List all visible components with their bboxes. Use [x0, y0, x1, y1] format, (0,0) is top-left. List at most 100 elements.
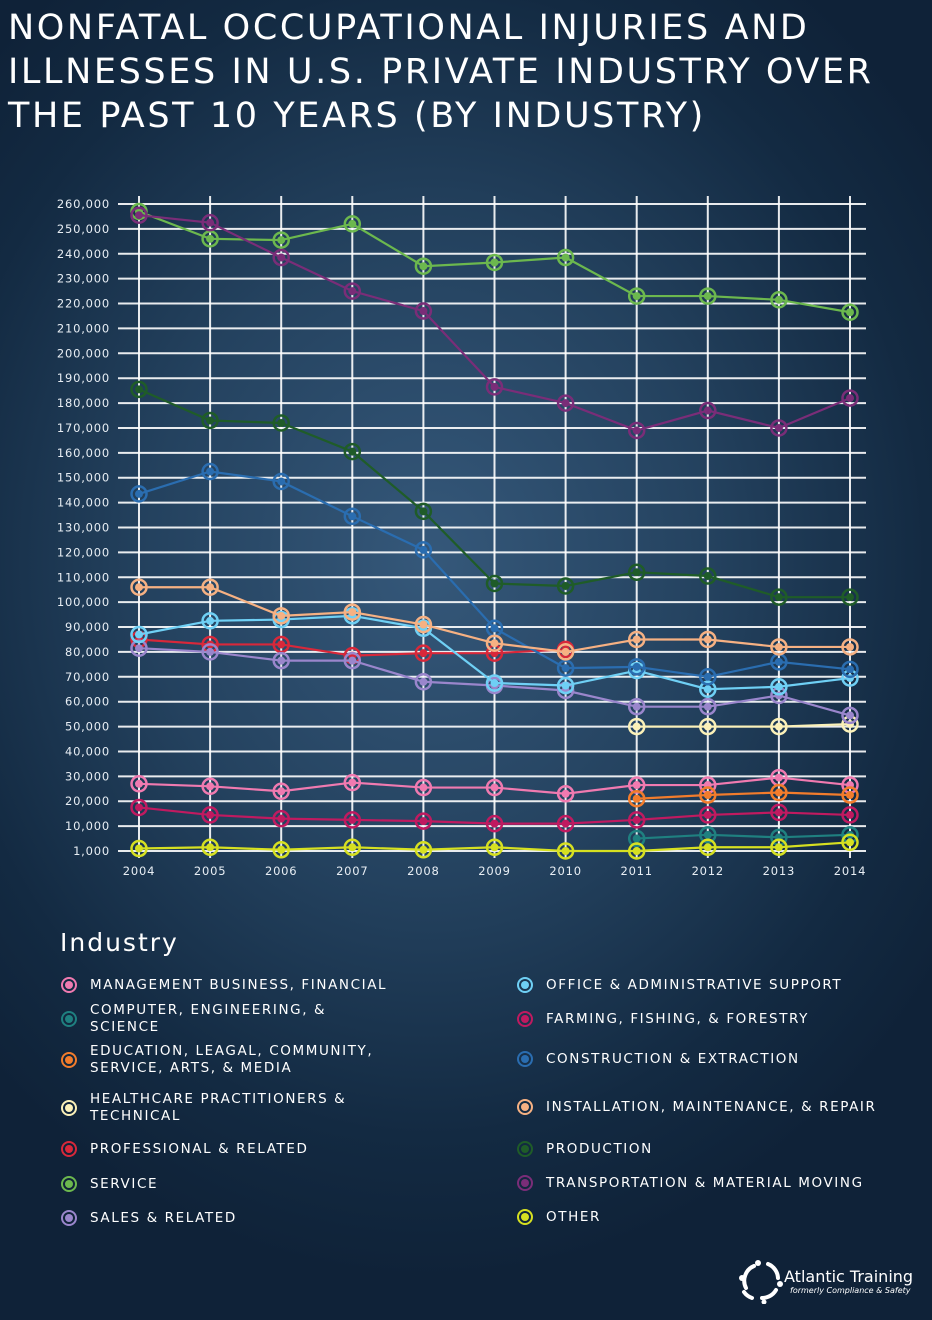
series-installation-maintenance-repair-point-ring: [770, 638, 788, 656]
y-tick-label: 130,000: [57, 521, 110, 535]
series-construction-extraction-point: [277, 477, 286, 486]
series-office-administrative-support-point: [206, 616, 215, 625]
series-management-business-financial-point-ring: [485, 778, 504, 797]
series-sales-related-point-ring: [627, 697, 646, 716]
legend-item: Other: [517, 1200, 897, 1234]
series-installation-maintenance-repair-point-ring: [201, 578, 219, 596]
legend-marker-icon: [61, 1011, 77, 1027]
y-tick-label: 190,000: [57, 371, 110, 385]
series-sales-related-point: [846, 711, 854, 720]
series-education-leagal-community-service-arts-media-point: [703, 791, 712, 800]
legend-item: Construction & Extraction: [517, 1042, 897, 1076]
series-other-point: [277, 845, 286, 854]
series-other-point-ring: [201, 838, 219, 857]
series-installation-maintenance-repair-point-ring: [699, 630, 717, 649]
legend-label: Production: [546, 1140, 653, 1157]
series-transportation-material-moving-point: [135, 211, 143, 220]
series-construction-extraction-point-ring: [627, 658, 646, 676]
series-service-point: [632, 292, 641, 301]
x-tick-label: 2006: [265, 864, 297, 878]
series-management-business-financial-point: [561, 789, 570, 798]
series-construction-extraction-point: [846, 665, 854, 674]
series-transportation-material-moving-point-ring: [130, 206, 148, 224]
series-other-point: [135, 844, 143, 853]
series-installation-maintenance-repair-point: [206, 583, 215, 592]
series-professional-related-point: [277, 640, 286, 649]
series-other-point-ring: [699, 838, 717, 857]
series-transportation-material-moving-point-ring: [841, 389, 859, 407]
series-office-administrative-support-point-ring: [130, 625, 148, 644]
series-farming-fishing-forestry-point: [419, 817, 428, 826]
x-tick-label: 2009: [478, 864, 510, 878]
series-office-administrative-support-point: [774, 682, 783, 691]
series-service-point: [846, 308, 854, 317]
y-tick-label: 70,000: [65, 670, 110, 684]
series-management-business-financial-point-ring: [556, 785, 575, 803]
series-other-point-ring: [414, 841, 433, 859]
legend-item: Production: [517, 1132, 897, 1166]
series-installation-maintenance-repair-point: [632, 635, 641, 644]
legend-label: Transportation & Material Moving: [546, 1174, 864, 1191]
series-production-point: [774, 593, 783, 602]
series-farming-fishing-forestry-point: [348, 815, 357, 824]
series-sales-related-point: [206, 647, 215, 656]
series-farming-fishing-forestry-point: [277, 814, 286, 823]
logo-tagline: formerly Compliance & Safety: [790, 1286, 911, 1295]
series-construction-extraction-point-ring: [272, 472, 290, 491]
x-tick-label: 2005: [194, 864, 226, 878]
series-installation-maintenance-repair-point: [348, 608, 357, 617]
y-tick-label: 240,000: [57, 247, 110, 261]
series-installation-maintenance-repair-point: [703, 635, 712, 644]
series-education-leagal-community-service-arts-media-point-ring: [770, 783, 788, 802]
series-management-business-financial-point: [632, 781, 641, 790]
legend-marker-icon: [61, 1210, 77, 1226]
series-healthcare-practitioners-technical-point: [774, 722, 783, 731]
y-tick-label: 80,000: [65, 645, 110, 659]
y-tick-label: 40,000: [65, 744, 110, 758]
legend-label: Healthcare Practitioners & Technical: [90, 1091, 347, 1124]
legend-item: Sales & Related: [61, 1201, 391, 1235]
series-installation-maintenance-repair-point-ring: [272, 607, 290, 625]
series-education-leagal-community-service-arts-media-point: [632, 794, 641, 803]
series-healthcare-practitioners-technical-point-ring: [627, 717, 646, 736]
series-sales-related-point: [703, 702, 712, 711]
legend-item: Management Business, Financial: [61, 968, 391, 1002]
series-construction-extraction-point: [561, 664, 570, 673]
series-service-point-ring: [627, 287, 646, 305]
series-computer-engineering-science-point-ring: [699, 826, 717, 844]
y-tick-label: 160,000: [57, 446, 110, 460]
legend-marker-icon: [517, 1051, 533, 1067]
series-other-point: [561, 847, 570, 855]
series-other-point: [348, 843, 357, 852]
legend-label: Computer, Engineering, & Science: [90, 1002, 327, 1035]
series-production-point: [277, 418, 286, 427]
series-sales-related-point: [348, 656, 357, 665]
series-other-point-ring: [770, 838, 788, 857]
y-tick-label: 210,000: [57, 321, 110, 335]
series-installation-maintenance-repair-point-ring: [841, 638, 859, 656]
series-management-business-financial-point: [135, 779, 143, 788]
series-farming-fishing-forestry-point: [206, 810, 215, 819]
series-other-point: [703, 843, 712, 852]
series-office-administrative-support-point: [561, 681, 570, 690]
series-transportation-material-moving-point: [277, 253, 286, 262]
y-tick-label: 220,000: [57, 297, 110, 311]
legend-item: Computer, Engineering, & Science: [61, 1002, 391, 1036]
series-sales-related-point: [632, 702, 641, 711]
series-management-business-financial-point-ring: [627, 776, 646, 794]
series-installation-maintenance-repair-point-ring: [130, 578, 148, 596]
series-transportation-material-moving-point: [846, 394, 854, 403]
series-other-point: [632, 847, 641, 855]
logo-icon: [739, 1260, 783, 1304]
legend-marker-icon: [61, 977, 77, 993]
series-management-business-financial-point: [277, 787, 286, 796]
legend-item: Installation, Maintenance, & Repair: [517, 1090, 897, 1124]
series-production-point-ring: [699, 567, 717, 585]
series-construction-extraction-point-ring: [841, 660, 859, 679]
series-construction-extraction-point: [206, 467, 215, 476]
series-other-point-ring: [556, 842, 575, 860]
series-farming-fishing-forestry-point-ring: [272, 809, 290, 828]
series-construction-extraction-point-ring: [130, 485, 148, 503]
series-installation-maintenance-repair-point: [135, 583, 143, 592]
series-farming-fishing-forestry-point-ring: [841, 806, 859, 824]
